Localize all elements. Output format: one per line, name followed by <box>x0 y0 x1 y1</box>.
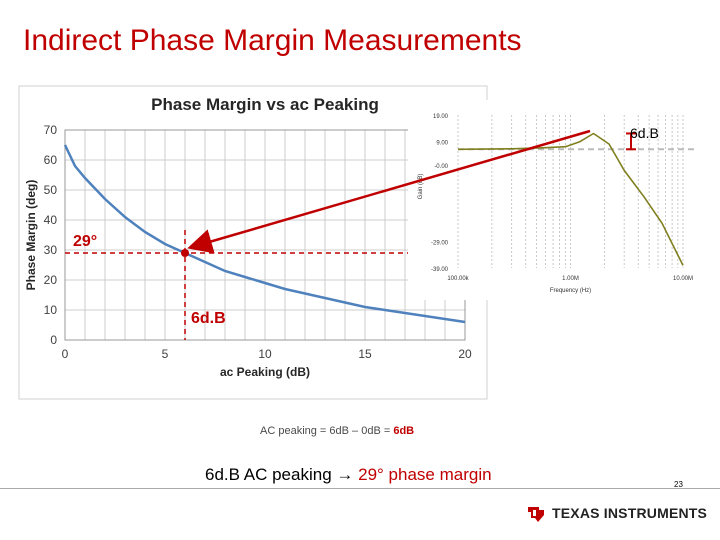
texas-instruments-logo: TEXAS INSTRUMENTS <box>526 503 707 523</box>
page-number: 23 <box>674 480 683 489</box>
bode-y-tick-label: 9.00 <box>436 140 448 146</box>
x-tick-label: 20 <box>458 347 472 361</box>
caption-arrow-icon: → <box>336 465 354 484</box>
y-tick-label: 0 <box>50 333 57 347</box>
ti-logo-icon <box>528 507 544 522</box>
y-tick-label: 30 <box>44 243 58 257</box>
equation-result: 6dB <box>393 425 415 437</box>
bode-y-tick-label: -39.00 <box>431 267 449 273</box>
caption-prefix: 6d.B AC peaking <box>205 465 337 484</box>
bode-y-axis-label: Gain (dB) <box>418 174 424 200</box>
logo-word-2: INSTRUMENTS <box>603 505 708 521</box>
x-tick-label: 10 <box>258 347 272 361</box>
slide-title: Indirect Phase Margin Measurements <box>23 24 522 57</box>
equation-prefix: AC peaking = 6dB – 0dB = <box>260 425 394 437</box>
bode-x-axis-label: Frequency (Hz) <box>550 288 591 294</box>
caption-result: 29° phase margin <box>358 465 492 484</box>
y-tick-label: 50 <box>44 183 58 197</box>
x-tick-label: 0 <box>62 347 69 361</box>
x-axis-label: ac Peaking (dB) <box>220 365 310 379</box>
bode-y-tick-label: -0.00 <box>434 164 448 170</box>
y-axis-label: Phase Margin (deg) <box>24 180 38 291</box>
x-tick-label: 5 <box>162 347 169 361</box>
bode-y-tick-label: -29.00 <box>431 241 449 247</box>
chart-title: Phase Margin vs ac Peaking <box>151 95 379 114</box>
peaking-equation: AC peaking = 6dB – 0dB = 6dB <box>260 425 414 437</box>
series-line-phase-margin <box>63 144 466 324</box>
bode-x-tick-label: 10.00M <box>673 276 693 282</box>
highlight-y-label: 29° <box>73 233 97 250</box>
footer-divider <box>0 488 720 489</box>
bode-peaking-label: 6d.B <box>630 125 659 141</box>
conclusion-caption: 6d.B AC peaking → 29° phase margin <box>205 465 492 485</box>
bode-y-tick-label: 19.00 <box>433 114 449 120</box>
logo-word-1: TEXAS <box>552 505 600 521</box>
bode-x-tick-label: 1.00M <box>562 276 579 282</box>
y-tick-label: 70 <box>44 123 58 137</box>
bode-gain-chart: 19.00 9.00 -0.00 -29.00 -39.00 100.00k 1.00M 10… <box>408 100 708 300</box>
highlight-point <box>181 249 189 257</box>
bode-peaking-annotation: 6d.B <box>630 125 659 141</box>
highlight-x-label: 6d.B <box>191 310 226 327</box>
bode-x-tick-label: 100.00k <box>447 276 469 282</box>
bode-background <box>408 100 708 300</box>
y-tick-label: 40 <box>44 213 58 227</box>
y-tick-label: 10 <box>44 303 58 317</box>
y-tick-label: 20 <box>44 273 58 287</box>
x-tick-label: 15 <box>358 347 372 361</box>
y-tick-label: 60 <box>44 153 58 167</box>
